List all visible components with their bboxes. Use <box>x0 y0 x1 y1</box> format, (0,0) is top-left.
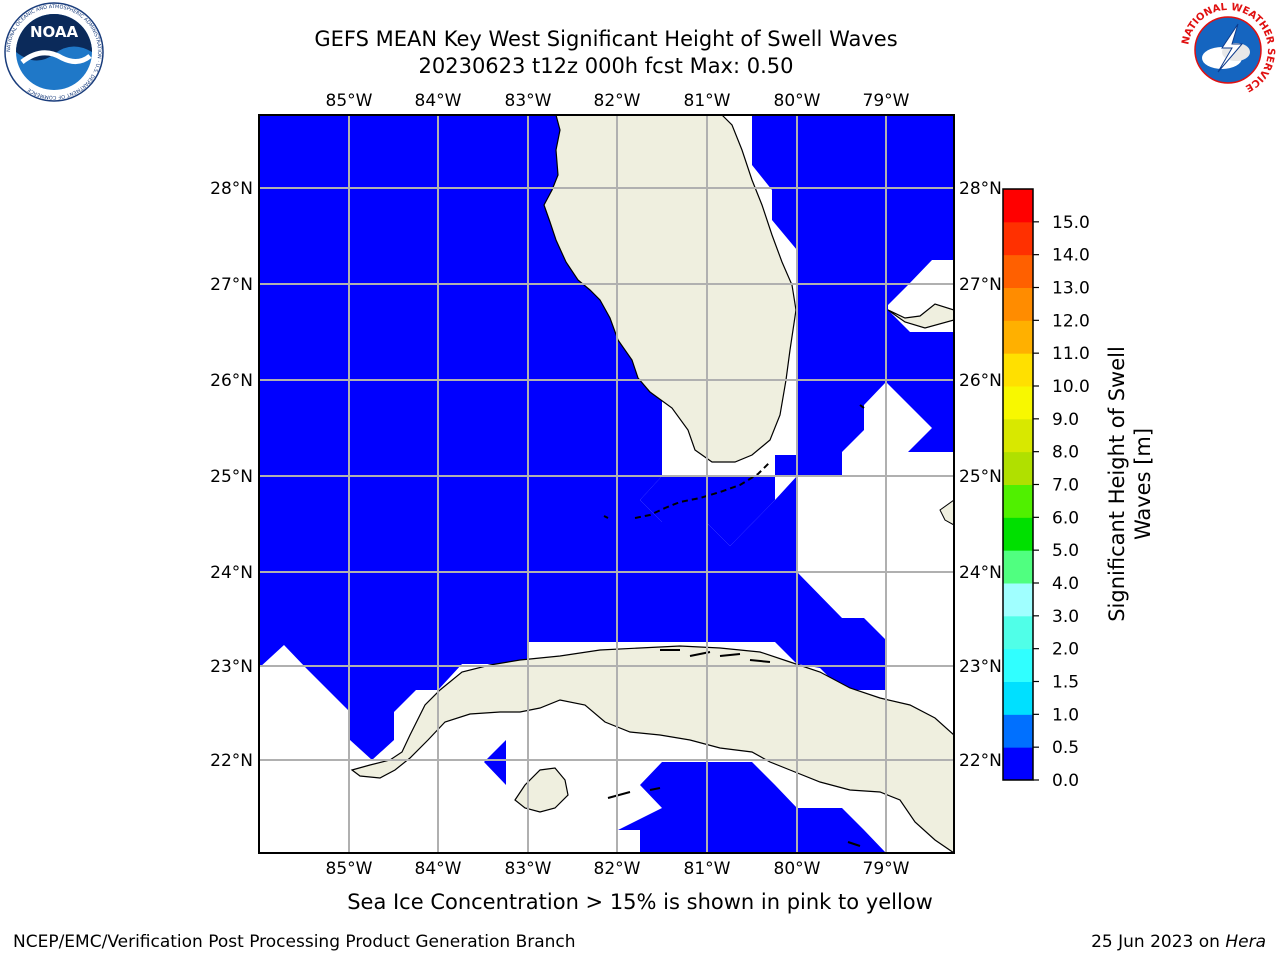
colorbar-tick-label: 0.0 <box>1052 771 1079 791</box>
lat-label-right: 25°N <box>959 467 1002 487</box>
colorbar-segment <box>1003 353 1033 387</box>
lat-label-left: 22°N <box>210 751 253 771</box>
colorbar-segment <box>1003 386 1033 420</box>
colorbar-segment <box>1003 550 1033 584</box>
sea-ice-note: Sea Ice Concentration > 15% is shown in … <box>347 890 933 914</box>
colorbar-tick-label: 12.0 <box>1052 311 1090 331</box>
lon-label-top: 82°W <box>594 91 641 111</box>
lat-label-right: 23°N <box>959 657 1002 677</box>
colorbar-tick-label: 15.0 <box>1052 213 1090 233</box>
lat-label-right: 22°N <box>959 751 1002 771</box>
florida-keys <box>634 461 771 519</box>
colorbar-title-line2: Waves [m] <box>1131 428 1155 540</box>
colorbar-title-line1: Significant Height of Swell <box>1105 346 1129 622</box>
graticule <box>259 115 954 853</box>
lon-label-bottom: 85°W <box>326 859 373 879</box>
footer-date: 25 Jun 2023 on Hera <box>1091 932 1266 952</box>
colorbar-tick-label: 0.5 <box>1052 738 1079 758</box>
colorbar-segment <box>1003 451 1033 485</box>
lon-label-bottom: 80°W <box>774 859 821 879</box>
noaa-logo-text: NOAA <box>30 23 79 41</box>
colorbar-segment <box>1003 418 1033 453</box>
colorbar-tick-label: 7.0 <box>1052 476 1079 496</box>
colorbar-segment <box>1003 189 1033 223</box>
noaa-logo: NOAA NATIONAL OCEANIC AND ATMOSPHERIC AD… <box>2 0 106 108</box>
colorbar-tick-label: 3.0 <box>1052 607 1079 627</box>
land-florida <box>543 115 797 463</box>
colorbar-segment <box>1003 681 1033 715</box>
lat-label-right: 26°N <box>959 371 1002 391</box>
colorbar-tick-label: 2.0 <box>1052 640 1079 660</box>
lon-label-top: 84°W <box>415 91 462 111</box>
lon-label-top: 81°W <box>684 91 731 111</box>
lon-label-bottom: 81°W <box>684 859 731 879</box>
longitude-labels-bottom: 85°W 84°W 83°W 82°W 81°W 80°W 79°W <box>326 859 910 879</box>
land-cuba <box>350 645 954 853</box>
colorbar-tick-label: 10.0 <box>1052 377 1090 397</box>
colorbar-tick-label: 14.0 <box>1052 246 1090 266</box>
colorbar-segment <box>1003 517 1033 551</box>
latitude-labels-left: 28°N 27°N 26°N 25°N 24°N 23°N 22°N <box>210 179 253 771</box>
nws-logo: NATIONAL WEATHER SERVICE <box>1178 0 1278 104</box>
colorbar-tick-label: 8.0 <box>1052 443 1079 463</box>
colorbar-segment <box>1003 254 1033 288</box>
colorbar-tick-label: 4.0 <box>1052 574 1079 594</box>
colorbar-segment <box>1003 615 1033 650</box>
colorbar-segment <box>1003 714 1033 748</box>
colorbar-tick-labels: 0.0 0.5 1.0 1.5 2.0 3.0 4.0 5.0 6.0 7.0 8.0 9.0 10.0… <box>1033 213 1090 791</box>
lat-label-right: 24°N <box>959 563 1002 583</box>
lat-label-left: 26°N <box>210 371 253 391</box>
colorbar-segment <box>1003 484 1033 518</box>
lon-label-bottom: 84°W <box>415 859 462 879</box>
colorbar-segment <box>1003 583 1033 617</box>
colorbar-segment <box>1003 648 1033 682</box>
footer-host: Hera <box>1225 932 1266 952</box>
lat-label-left: 27°N <box>210 275 253 295</box>
colorbar-tick-label: 5.0 <box>1052 541 1079 561</box>
footer-credit: NCEP/EMC/Verification Post Processing Pr… <box>13 932 576 952</box>
colorbar-tick-label: 13.0 <box>1052 279 1090 299</box>
lat-label-left: 25°N <box>210 467 253 487</box>
colorbar-segment <box>1003 221 1033 256</box>
lon-label-bottom: 83°W <box>505 859 552 879</box>
ocean-swell-field-west <box>259 115 886 760</box>
map-frame <box>258 114 955 854</box>
lat-label-left: 23°N <box>210 657 253 677</box>
lon-label-bottom: 79°W <box>863 859 910 879</box>
chart-title: GEFS MEAN Key West Significant Height of… <box>314 27 898 51</box>
longitude-labels-top: 85°W 84°W 83°W 82°W 81°W 80°W 79°W <box>326 91 910 111</box>
footer-date-text: 25 Jun 2023 on <box>1091 932 1226 952</box>
lon-label-top: 83°W <box>505 91 552 111</box>
lat-label-left: 24°N <box>210 563 253 583</box>
lon-label-bottom: 82°W <box>594 859 641 879</box>
colorbar-segment <box>1003 320 1033 354</box>
lon-label-top: 85°W <box>326 91 373 111</box>
colorbar-tick-label: 6.0 <box>1052 508 1079 528</box>
lon-label-top: 80°W <box>774 91 821 111</box>
lat-label-right: 27°N <box>959 275 1002 295</box>
lon-label-top: 79°W <box>863 91 910 111</box>
colorbar-tick-label: 1.0 <box>1052 705 1079 725</box>
latitude-labels-right: 28°N 27°N 26°N 25°N 24°N 23°N 22°N <box>959 179 1002 771</box>
colorbar-tick-label: 11.0 <box>1052 344 1090 364</box>
colorbar-tick-label: 9.0 <box>1052 410 1079 430</box>
colorbar-tick-label: 1.5 <box>1052 673 1079 693</box>
chart-subtitle-date: 20230623 t12z 000h fcst Max: 0.50 <box>418 54 794 78</box>
colorbar-segment <box>1003 287 1033 321</box>
colorbar-segment <box>1003 747 1033 781</box>
colorbar <box>1002 188 1034 781</box>
lat-label-left: 28°N <box>210 179 253 199</box>
ocean-swell-field-yucatan <box>484 740 506 785</box>
ocean-swell-field-south <box>618 762 886 853</box>
lat-label-right: 28°N <box>959 179 1002 199</box>
land-bahamas <box>887 303 954 329</box>
